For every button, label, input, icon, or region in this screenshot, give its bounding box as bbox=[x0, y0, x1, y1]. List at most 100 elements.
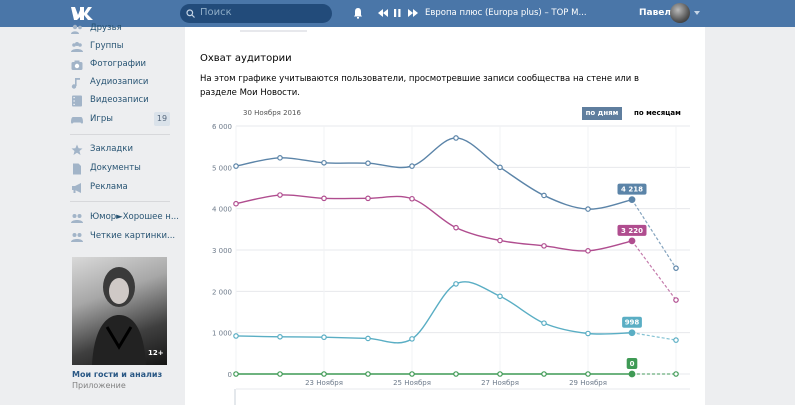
data-point bbox=[409, 163, 415, 169]
y-tick-label: 0 bbox=[228, 371, 232, 379]
person-photo-icon bbox=[92, 267, 146, 365]
data-point bbox=[673, 337, 679, 343]
y-tick-label: 4 000 bbox=[212, 206, 232, 214]
sidebar-item-bookmarks[interactable]: Закладки bbox=[70, 142, 180, 158]
sidebar-item-community-humor[interactable]: Юмор►Хорошее н... bbox=[70, 210, 180, 226]
sidebar-item-label: Видеозаписи bbox=[90, 95, 149, 105]
series-line-forecast bbox=[631, 199, 677, 269]
data-point bbox=[541, 371, 547, 377]
search-input[interactable]: Поиск bbox=[180, 4, 332, 23]
data-point bbox=[673, 265, 679, 271]
by-months-button[interactable]: по месяцам bbox=[634, 109, 681, 117]
value-label-bubble bbox=[626, 358, 638, 369]
data-point bbox=[233, 163, 239, 169]
data-point bbox=[453, 281, 459, 287]
sidebar-item-label: Реклама bbox=[90, 182, 128, 192]
data-point bbox=[497, 371, 503, 377]
data-point bbox=[453, 224, 459, 231]
y-tick-label: 2 000 bbox=[212, 288, 232, 296]
data-point bbox=[585, 248, 591, 254]
data-point bbox=[365, 195, 371, 202]
avatar[interactable] bbox=[670, 3, 690, 23]
tab-underline bbox=[240, 30, 307, 32]
now-playing-title[interactable]: Европа плюс (Europa plus) – TOP M... bbox=[425, 8, 587, 18]
search-icon bbox=[186, 9, 195, 18]
user-name[interactable]: Павел bbox=[639, 8, 671, 18]
data-point bbox=[321, 371, 327, 377]
data-point bbox=[233, 371, 239, 377]
sidebar-item-games[interactable]: Игры 19 bbox=[70, 112, 180, 128]
data-point bbox=[277, 371, 283, 377]
data-point bbox=[321, 195, 327, 202]
data-point bbox=[541, 320, 547, 326]
data-label: 998 bbox=[625, 319, 640, 327]
sidebar-item-label: Четкие картинки... bbox=[90, 231, 176, 241]
data-point bbox=[628, 237, 636, 245]
gamepad-icon bbox=[71, 117, 83, 124]
friends-icon bbox=[71, 24, 82, 34]
data-point bbox=[497, 293, 503, 300]
sidebar-item-photos[interactable]: Фотографии bbox=[70, 57, 180, 73]
sidebar-item-video[interactable]: Видеозаписи bbox=[70, 93, 180, 109]
app-title[interactable]: Мои гости и анализ bbox=[72, 370, 163, 379]
sidebar-item-community-pictures[interactable]: Четкие картинки... bbox=[70, 229, 180, 245]
data-point bbox=[541, 192, 547, 199]
data-point bbox=[409, 195, 415, 202]
sidebar-item-audio[interactable]: Аудиозаписи bbox=[70, 75, 180, 91]
chevron-down-icon[interactable] bbox=[694, 11, 700, 15]
groups-icon bbox=[71, 42, 83, 52]
data-point bbox=[365, 371, 371, 377]
sidebar-item-label: Игры bbox=[90, 114, 113, 124]
sidebar-item-label: Документы bbox=[90, 163, 141, 173]
sidebar-item-label: Аудиозаписи bbox=[90, 77, 149, 87]
by-days-button[interactable]: по дням bbox=[582, 107, 622, 120]
bell-icon[interactable] bbox=[353, 7, 363, 19]
series-line bbox=[235, 194, 633, 252]
sidebar-item-documents[interactable]: Документы bbox=[70, 161, 180, 177]
data-point bbox=[409, 371, 415, 377]
data-point bbox=[673, 371, 679, 377]
section-title: Охват аудитории bbox=[200, 53, 292, 64]
sidebar-item-label: Фотографии bbox=[90, 59, 147, 69]
camera-icon bbox=[71, 60, 83, 70]
data-point bbox=[233, 200, 239, 207]
previous-track-icon[interactable] bbox=[378, 9, 388, 17]
data-point bbox=[585, 371, 591, 377]
app-subtitle: Приложение bbox=[72, 381, 126, 390]
sidebar-item-label: Друзья bbox=[90, 23, 122, 33]
value-label-bubble bbox=[617, 183, 647, 195]
section-description: На этом графике учитываются пользователи… bbox=[200, 74, 639, 98]
sidebar-item-groups[interactable]: Группы bbox=[70, 39, 180, 55]
pause-icon[interactable] bbox=[394, 9, 401, 17]
sidebar-item-label: Юмор►Хорошее н... bbox=[90, 212, 179, 222]
stats-panel bbox=[185, 27, 705, 405]
data-point bbox=[673, 297, 679, 303]
next-track-icon[interactable] bbox=[408, 9, 418, 17]
audience-reach-chart: 0 1 000 2 000 3 000 4 000 5 000 6 000 23 Ноября… bbox=[212, 123, 690, 405]
top-bar: Поиск Европа плюс (Europa plus) – TOP M.… bbox=[0, 0, 795, 27]
data-point bbox=[628, 370, 636, 378]
vk-logo-icon[interactable] bbox=[70, 5, 96, 21]
community-icon bbox=[71, 233, 83, 242]
games-count-badge: 19 bbox=[154, 112, 170, 126]
series-line bbox=[235, 281, 633, 344]
x-tick-label: 25 Ноября bbox=[393, 379, 431, 387]
video-icon bbox=[72, 95, 82, 107]
sidebar-item-friends[interactable]: Друзья bbox=[70, 21, 180, 37]
data-label: 0 bbox=[630, 360, 635, 368]
x-tick-label: 29 Ноября bbox=[569, 379, 607, 387]
sidebar-item-ads[interactable]: Реклама bbox=[70, 180, 180, 196]
x-tick-label: 27 Ноября bbox=[481, 379, 519, 387]
y-tick-label: 5 000 bbox=[212, 164, 232, 172]
chart-date-label: 30 Ноября 2016 bbox=[243, 109, 301, 117]
app-promo-image[interactable] bbox=[72, 257, 167, 365]
data-point bbox=[453, 135, 459, 141]
data-point bbox=[409, 336, 415, 342]
sidebar-divider bbox=[70, 134, 170, 135]
sidebar-item-label: Закладки bbox=[90, 144, 133, 154]
data-point bbox=[365, 160, 371, 167]
data-label: 3 220 bbox=[621, 227, 643, 235]
x-tick-label: 23 Ноября bbox=[305, 379, 343, 387]
app-age-badge: 12+ bbox=[148, 349, 164, 357]
data-point bbox=[277, 192, 283, 198]
